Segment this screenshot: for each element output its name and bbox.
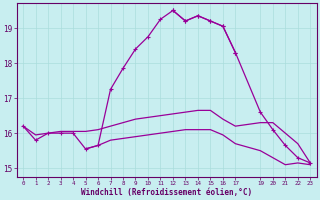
X-axis label: Windchill (Refroidissement éolien,°C): Windchill (Refroidissement éolien,°C)	[81, 188, 252, 197]
